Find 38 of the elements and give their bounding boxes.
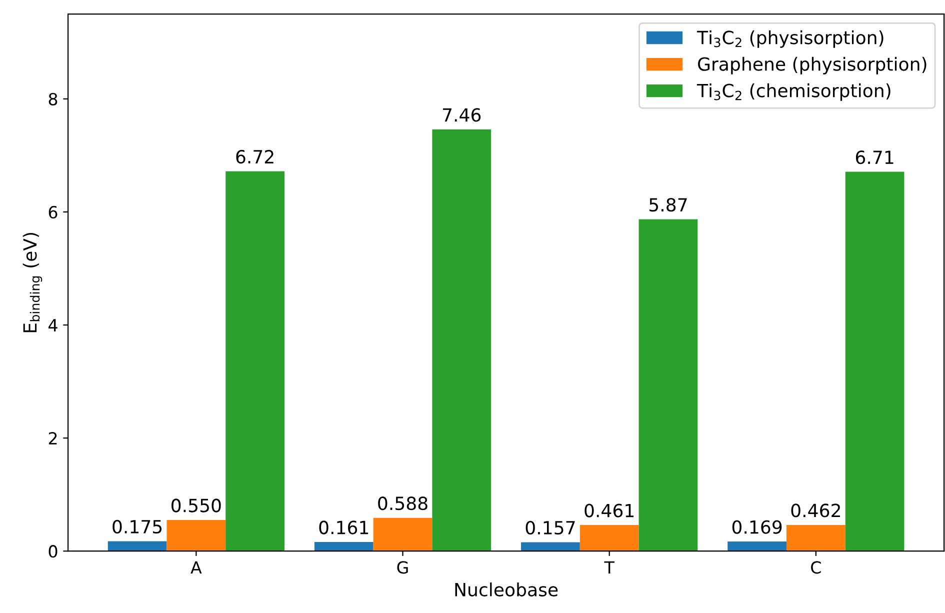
bar bbox=[314, 542, 374, 552]
x-tick-label: T bbox=[604, 561, 614, 574]
data-label: 0.550 bbox=[172, 498, 221, 512]
bar bbox=[638, 219, 698, 552]
bar bbox=[432, 129, 492, 552]
data-label: 0.157 bbox=[526, 520, 575, 535]
y-tick-label: 6 bbox=[48, 206, 58, 219]
bar bbox=[786, 524, 846, 552]
data-label: 0.588 bbox=[378, 496, 428, 510]
x-tick-label: G bbox=[397, 561, 408, 574]
data-label: 0.175 bbox=[112, 520, 162, 534]
legend-label: Ti$_{3}$C$_{2}$ (chemisorption) bbox=[696, 83, 890, 101]
data-label: 0.462 bbox=[791, 504, 840, 518]
x-tick-label: A bbox=[190, 561, 202, 574]
data-label: 5.87 bbox=[650, 198, 687, 212]
bar bbox=[728, 542, 786, 552]
y-tick-label: 2 bbox=[48, 432, 57, 444]
y-tick-label: 8 bbox=[48, 92, 58, 106]
data-label: 6.72 bbox=[236, 150, 274, 164]
legend-label: Graphene (physisorption) bbox=[698, 56, 926, 74]
bar bbox=[845, 172, 904, 552]
data-label: 7.46 bbox=[443, 108, 481, 122]
bar bbox=[521, 542, 580, 552]
data-label: 0.161 bbox=[319, 520, 368, 534]
data-label: 6.71 bbox=[856, 150, 894, 164]
data-label: 0.461 bbox=[584, 504, 634, 518]
y-tick-label: 4 bbox=[48, 319, 58, 332]
data-label: 0.169 bbox=[732, 520, 782, 534]
bar bbox=[580, 525, 639, 552]
bar bbox=[166, 520, 226, 552]
legend-label: Ti$_{3}$C$_{2}$ (physisorption) bbox=[696, 30, 884, 48]
x-tick-label: C bbox=[811, 561, 821, 574]
x-axis-title: Nucleobase bbox=[455, 582, 558, 596]
y-axis-title: E$_{binding}$ (eV) bbox=[22, 232, 42, 332]
y-tick-label: 0 bbox=[48, 545, 58, 558]
bar bbox=[373, 518, 432, 552]
bar bbox=[108, 541, 167, 552]
bar bbox=[226, 171, 284, 552]
